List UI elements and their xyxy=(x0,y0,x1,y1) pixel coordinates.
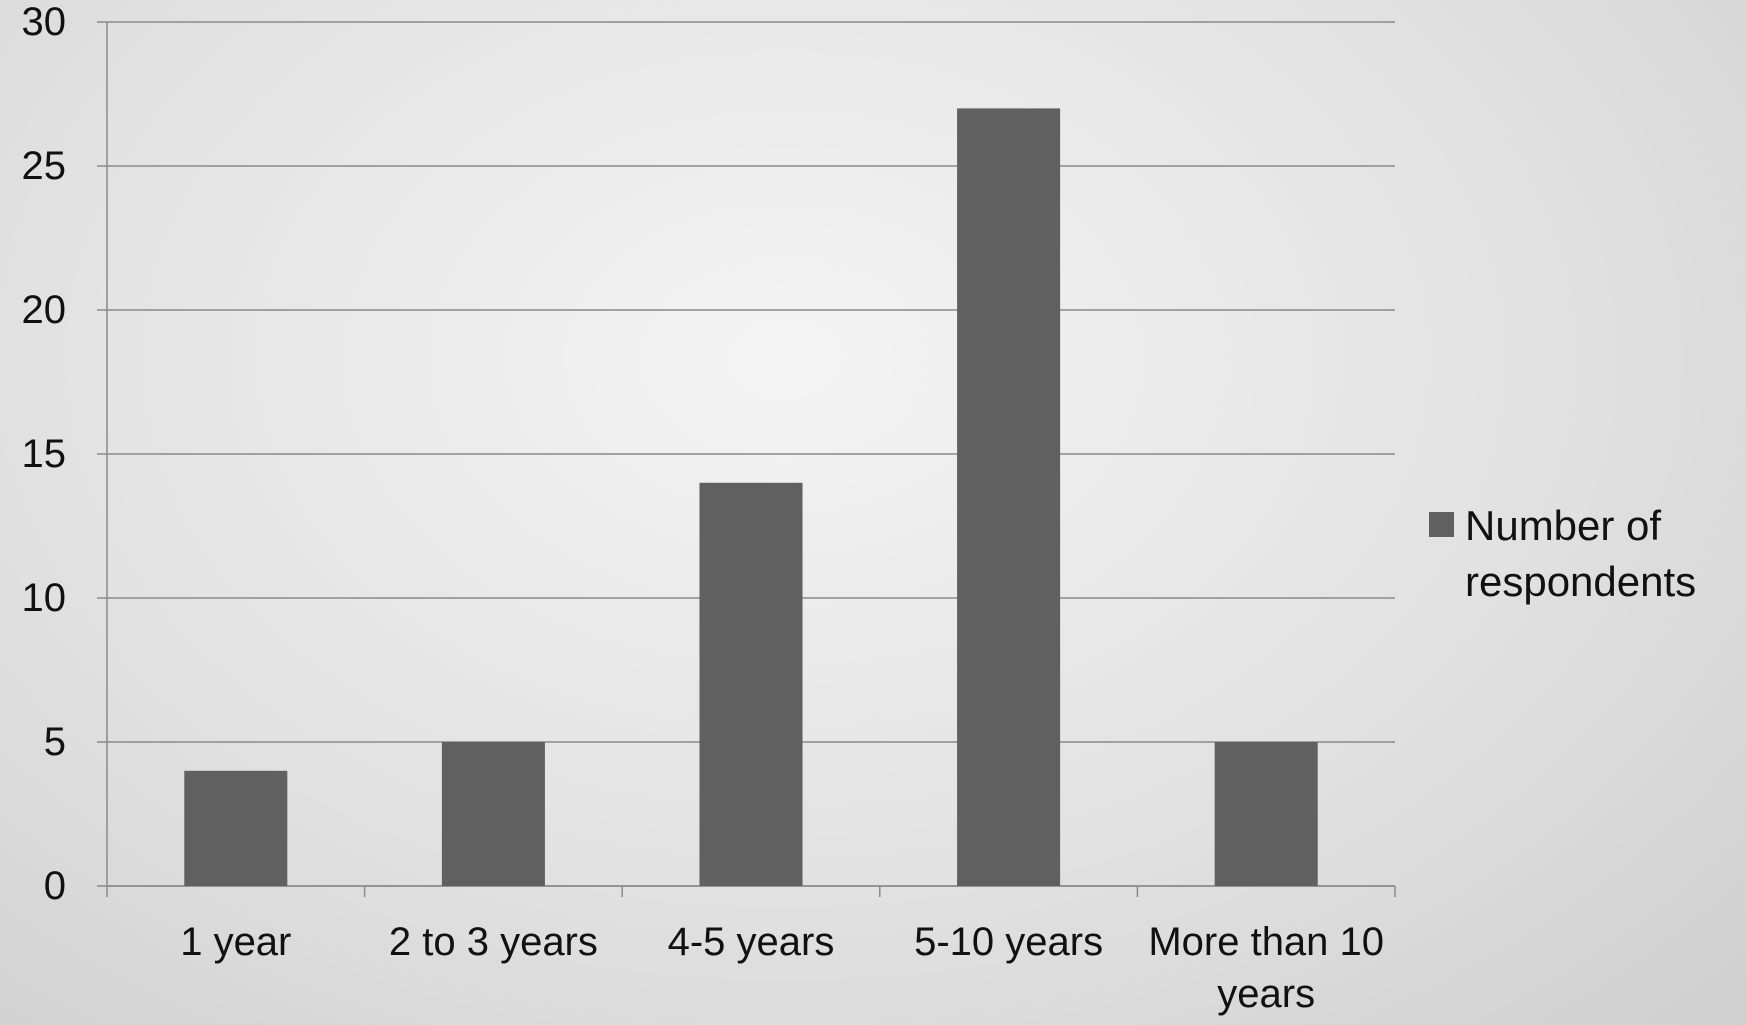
y-tick-label: 25 xyxy=(21,144,67,188)
x-tick-label: 5-10 years xyxy=(914,920,1104,964)
x-tick-label: 4-5 years xyxy=(667,920,835,964)
y-tick-label: 5 xyxy=(43,720,66,764)
x-tick-label: 2 to 3 years xyxy=(388,920,598,964)
y-tick-label: 10 xyxy=(21,576,67,620)
x-tick-label: More than 10 years xyxy=(1148,920,1385,1016)
bar xyxy=(699,482,803,886)
bar xyxy=(957,108,1061,886)
x-tick-label: 1 year xyxy=(180,920,292,964)
y-tick-label: 15 xyxy=(21,432,67,476)
y-tick-label: 0 xyxy=(43,864,66,908)
y-tick-label: 30 xyxy=(21,0,67,44)
bar xyxy=(441,742,545,886)
y-tick-label: 20 xyxy=(21,288,67,332)
bar xyxy=(184,770,288,886)
legend-swatch xyxy=(1429,512,1454,537)
bar xyxy=(1214,742,1318,886)
legend-label: Number of respondents xyxy=(1465,502,1697,605)
